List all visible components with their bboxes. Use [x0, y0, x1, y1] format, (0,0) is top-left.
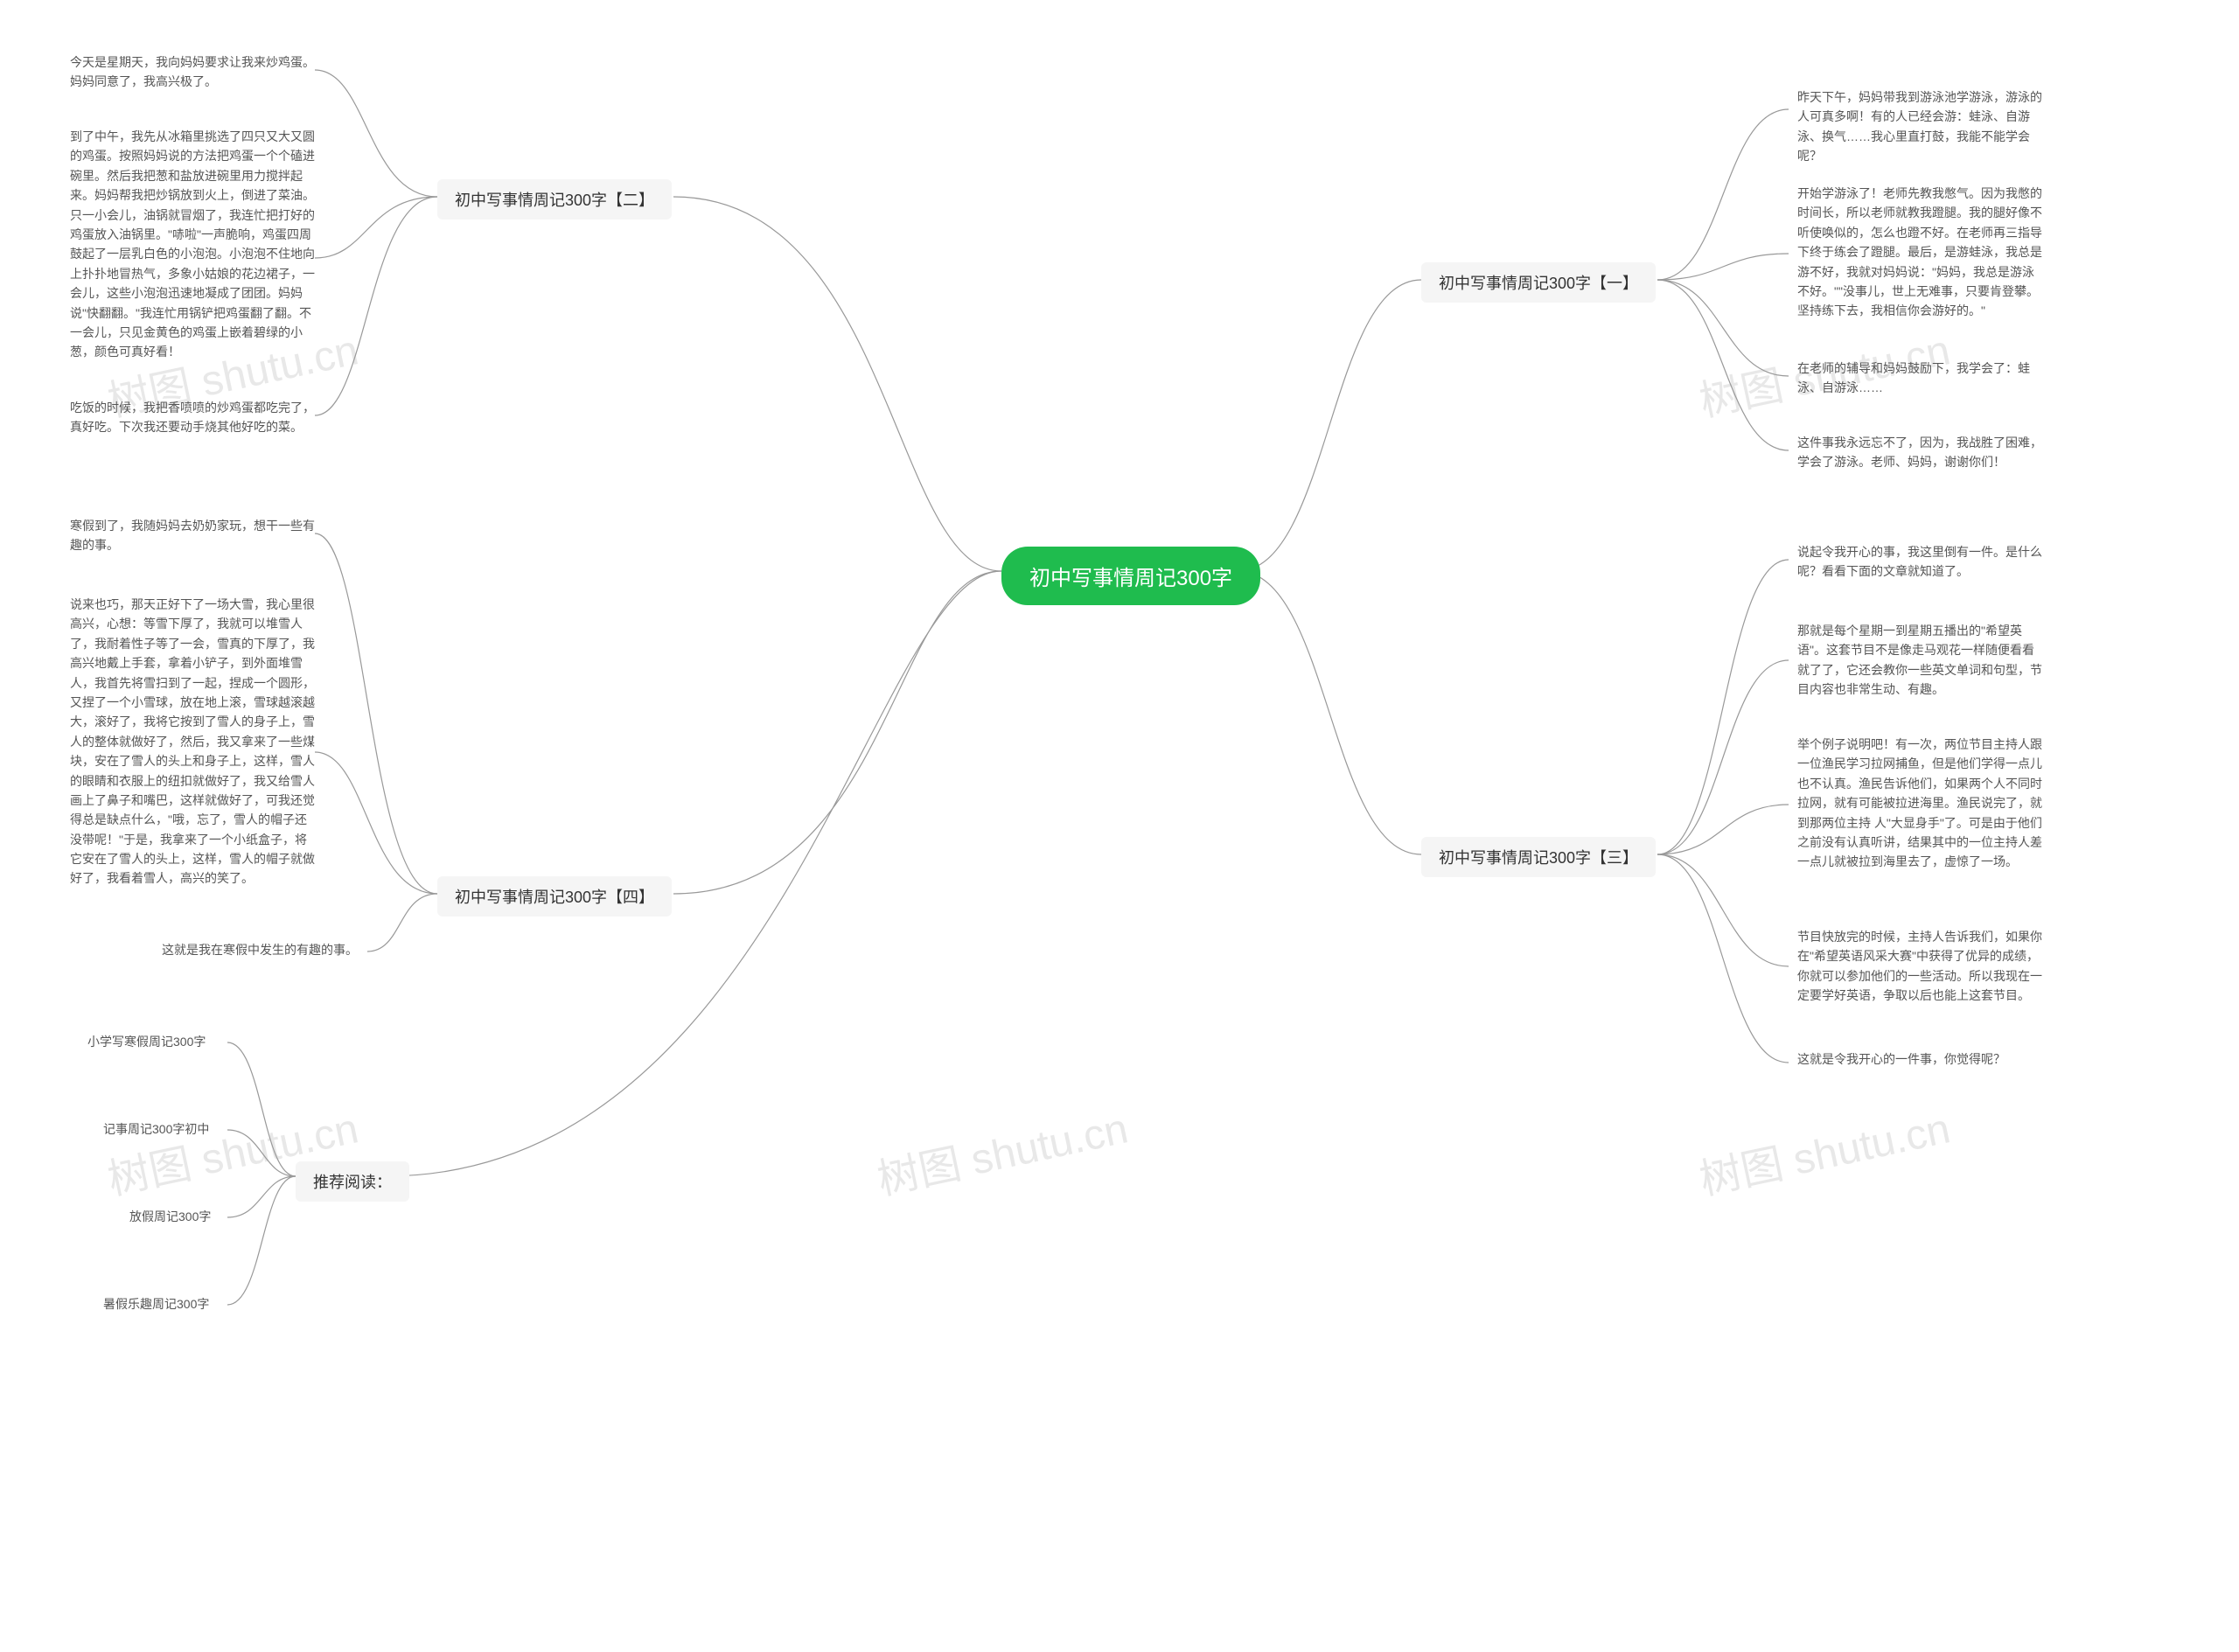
leaf-node: 放假周记300字	[129, 1207, 211, 1226]
leaf-node: 暑假乐趣周记300字	[103, 1294, 209, 1314]
leaf-node: 那就是每个星期一到星期五播出的"希望英语"。这套节目不是像走马观花一样随便看看就…	[1797, 621, 2042, 700]
branch-node-2[interactable]: 初中写事情周记300字【二】	[437, 179, 672, 220]
watermark: 树图 shutu.cn	[1693, 1094, 1955, 1207]
leaf-node: 寒假到了，我随妈妈去奶奶家玩，想干一些有趣的事。	[70, 516, 315, 555]
branch-node-5[interactable]: 推荐阅读：	[296, 1161, 409, 1202]
leaf-node: 说起令我开心的事，我这里倒有一件。是什么呢？看看下面的文章就知道了。	[1797, 542, 2042, 582]
leaf-node: 吃饭的时候，我把香喷喷的炒鸡蛋都吃完了，真好吃。下次我还要动手烧其他好吃的菜。	[70, 398, 315, 437]
leaf-node: 到了中午，我先从冰箱里挑选了四只又大又圆的鸡蛋。按照妈妈说的方法把鸡蛋一个个磕进…	[70, 127, 315, 362]
leaf-node: 昨天下午，妈妈带我到游泳池学游泳，游泳的人可真多啊！有的人已经会游：蛙泳、自游泳…	[1797, 87, 2042, 166]
leaf-node: 在老师的辅导和妈妈鼓励下，我学会了：蛙泳、自游泳……	[1797, 359, 2042, 398]
leaf-node: 这就是我在寒假中发生的有趣的事。	[162, 940, 358, 959]
leaf-node: 记事周记300字初中	[103, 1119, 209, 1139]
leaf-node: 这件事我永远忘不了，因为，我战胜了困难，学会了游泳。老师、妈妈，谢谢你们！	[1797, 433, 2042, 472]
branch-node-4[interactable]: 初中写事情周记300字【四】	[437, 876, 672, 917]
watermark: 树图 shutu.cn	[871, 1094, 1133, 1207]
branch-node-1[interactable]: 初中写事情周记300字【一】	[1421, 262, 1656, 303]
leaf-node: 这就是令我开心的一件事，你觉得呢？	[1797, 1049, 2005, 1069]
leaf-node: 说来也巧，那天正好下了一场大雪，我心里很高兴，心想：等雪下厚了，我就可以堆雪人了…	[70, 595, 315, 889]
leaf-node: 小学写寒假周记300字	[87, 1032, 206, 1051]
leaf-node: 节目快放完的时候，主持人告诉我们，如果你在"希望英语风采大赛"中获得了优异的成绩…	[1797, 927, 2042, 1006]
branch-node-3[interactable]: 初中写事情周记300字【三】	[1421, 837, 1656, 877]
mindmap-center[interactable]: 初中写事情周记300字	[1001, 547, 1260, 605]
leaf-node: 举个例子说明吧！有一次，两位节目主持人跟一位渔民学习拉网捕鱼，但是他们学得一点儿…	[1797, 735, 2042, 872]
leaf-node: 今天是星期天，我向妈妈要求让我来炒鸡蛋。妈妈同意了，我高兴极了。	[70, 52, 315, 92]
leaf-node: 开始学游泳了！老师先教我憋气。因为我憋的时间长，所以老师就教我蹬腿。我的腿好像不…	[1797, 184, 2042, 321]
